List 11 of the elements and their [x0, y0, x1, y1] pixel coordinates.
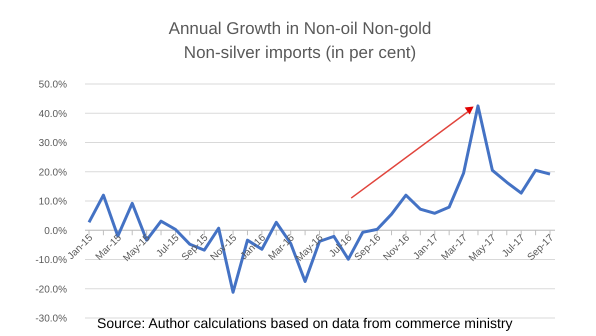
annotation: Source: Author calculations based on data from commerce ministry	[97, 315, 513, 331]
chart-title: Annual Growth in Non-oil Non-gold Non-silver imports (in per cent)	[168, 19, 432, 62]
y-tick-label: 10.0%	[38, 196, 68, 208]
y-tick-label: -30.0%	[35, 314, 68, 324]
y-tick-label: -10.0%	[35, 255, 68, 266]
y-tick-label: 40.0%	[38, 108, 68, 120]
y-tick-label: -20.0%	[35, 284, 68, 296]
y-tick-label: 20.0%	[38, 167, 68, 178]
y-tick-label: 0.0%	[44, 226, 68, 237]
y-tick-label: 30.0%	[38, 138, 68, 149]
y-tick-label: 50.0%	[38, 80, 68, 90]
